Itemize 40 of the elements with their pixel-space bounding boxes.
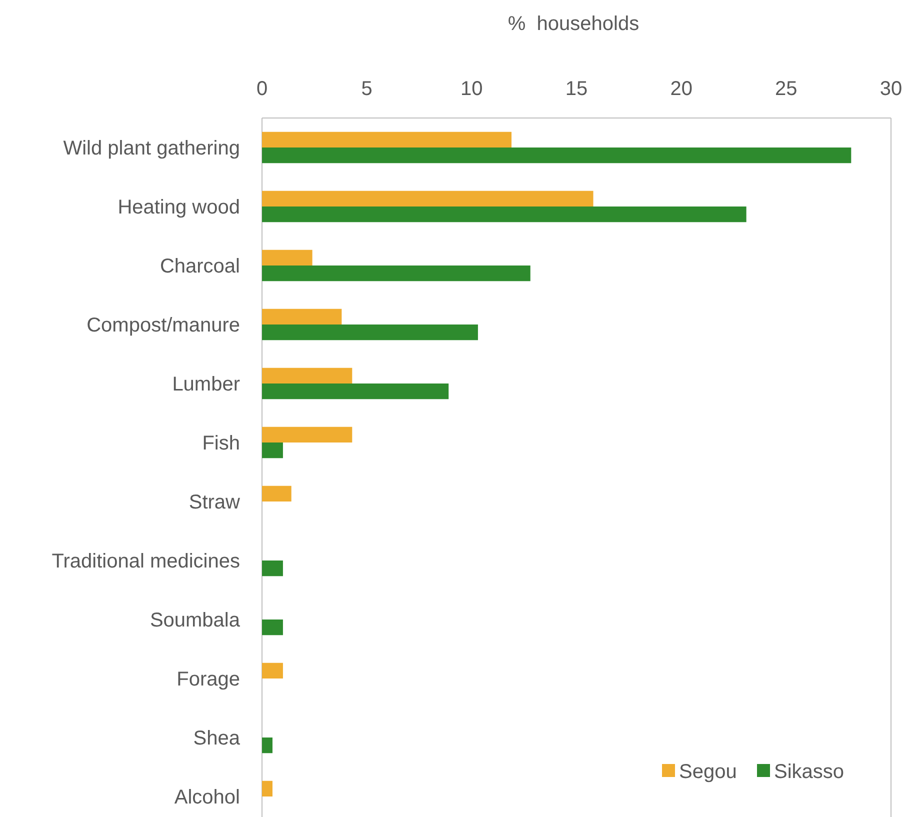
x-tick-label: 30 xyxy=(880,78,902,100)
bar xyxy=(262,308,342,324)
y-tick-label: Charcoal xyxy=(160,256,240,278)
y-tick-label: Soumbala xyxy=(150,610,241,632)
bar xyxy=(262,662,283,678)
bar xyxy=(262,206,746,222)
bar xyxy=(262,620,283,636)
y-tick-label: Forage xyxy=(176,668,240,690)
y-tick-label: Wild plant gathering xyxy=(63,138,240,160)
x-tick-label: 10 xyxy=(460,78,483,100)
bar xyxy=(262,266,530,282)
y-tick-label: Alcohol xyxy=(174,786,240,808)
x-tick-label: 0 xyxy=(256,78,268,100)
x-tick-label: 15 xyxy=(565,78,588,100)
bar xyxy=(262,190,594,206)
x-tick-label: 20 xyxy=(670,78,692,100)
bar xyxy=(262,780,272,796)
legend-label: Sikasso xyxy=(774,761,844,783)
bar xyxy=(262,738,272,754)
x-tick-label: 5 xyxy=(361,78,372,100)
bar xyxy=(262,442,283,458)
bar xyxy=(262,368,352,384)
bar xyxy=(262,148,852,164)
y-tick-label: Fish xyxy=(202,432,240,454)
y-tick-label: Compost/manure xyxy=(86,314,240,336)
bar xyxy=(262,324,478,340)
legend-label: Segou xyxy=(679,761,737,783)
x-axis-title: % households xyxy=(508,13,640,35)
bar xyxy=(262,132,512,148)
x-tick-label: 25 xyxy=(775,78,798,100)
bar xyxy=(262,250,312,266)
bar xyxy=(262,426,352,442)
y-tick-label: Straw xyxy=(188,492,241,514)
bar xyxy=(262,560,283,576)
y-tick-label: Heating wood xyxy=(118,196,240,218)
y-tick-label: Lumber xyxy=(172,374,240,396)
y-tick-label: Shea xyxy=(193,728,241,750)
bar xyxy=(262,486,292,502)
y-tick-label: Traditional medicines xyxy=(52,550,240,572)
bar xyxy=(262,384,449,400)
